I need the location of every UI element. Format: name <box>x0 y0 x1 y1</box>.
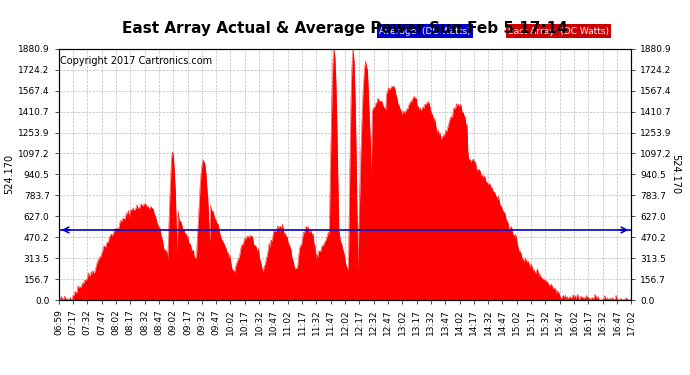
Text: Average  (DC Watts): Average (DC Watts) <box>380 27 471 36</box>
Text: East Array Actual & Average Power Sun Feb 5 17:14: East Array Actual & Average Power Sun Fe… <box>122 21 568 36</box>
Y-axis label: 524.170: 524.170 <box>4 154 14 195</box>
Y-axis label: 524.170: 524.170 <box>671 154 680 195</box>
Text: East Array  (DC Watts): East Array (DC Watts) <box>509 27 609 36</box>
Text: Copyright 2017 Cartronics.com: Copyright 2017 Cartronics.com <box>60 56 212 66</box>
